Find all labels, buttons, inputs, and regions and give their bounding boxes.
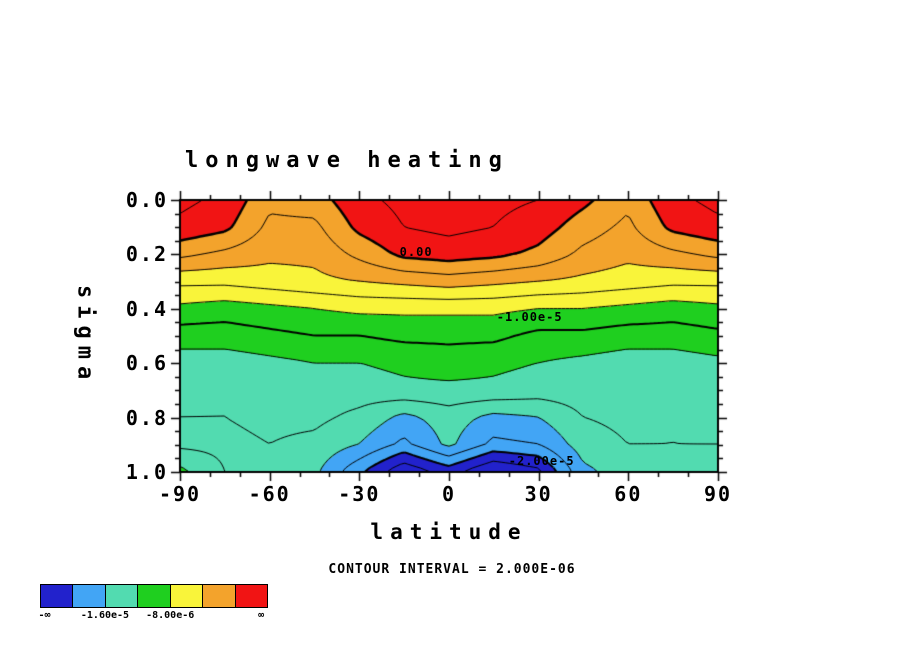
colorbar-label: -∞ [38, 610, 51, 621]
y-tick-label: 0.0 [125, 188, 168, 212]
x-tick-label: 0 [441, 482, 457, 506]
colorbar-cell [138, 585, 171, 607]
y-axis-label: sigma [72, 285, 98, 387]
colorbar-cells [40, 584, 268, 608]
x-tick-label: -30 [338, 482, 381, 506]
colorbar: -∞ -1.60e-5 -8.00e-6 ∞ [38, 584, 268, 624]
x-tick-label: 90 [703, 482, 733, 506]
y-tick-label: 0.8 [125, 405, 168, 430]
x-tick-label: -90 [158, 482, 202, 506]
colorbar-cell [235, 585, 267, 607]
colorbar-cell [203, 585, 236, 607]
colorbar-cell [41, 585, 74, 607]
chart-title: longwave heating [185, 148, 509, 173]
x-axis-label: latitude [370, 520, 528, 544]
colorbar-labels: -∞ -1.60e-5 -8.00e-6 ∞ [38, 610, 268, 624]
contour-plot-canvas [160, 180, 740, 492]
x-tick-label: -60 [248, 482, 291, 506]
x-tick-label: 30 [524, 482, 553, 506]
y-tick-label: 1.0 [125, 460, 168, 484]
colorbar-cell [105, 585, 139, 607]
y-tick-label: 0.4 [125, 296, 168, 321]
x-axis-tick-labels: -90 -60 -30 0 30 60 90 [0, 482, 904, 508]
y-axis-tick-labels: 0.0 0.2 0.4 0.6 0.8 1.0 [0, 0, 168, 654]
colorbar-label: -8.00e-6 [146, 610, 195, 621]
x-tick-label: 60 [614, 482, 643, 506]
colorbar-cell [73, 585, 106, 607]
colorbar-cell [170, 585, 204, 607]
colorbar-label: ∞ [258, 610, 265, 621]
colorbar-label: -1.60e-5 [80, 610, 130, 621]
contour-interval-note: CONTOUR INTERVAL = 2.000E-06 [328, 562, 576, 577]
y-tick-label: 0.2 [125, 242, 168, 267]
y-tick-label: 0.6 [125, 351, 168, 376]
